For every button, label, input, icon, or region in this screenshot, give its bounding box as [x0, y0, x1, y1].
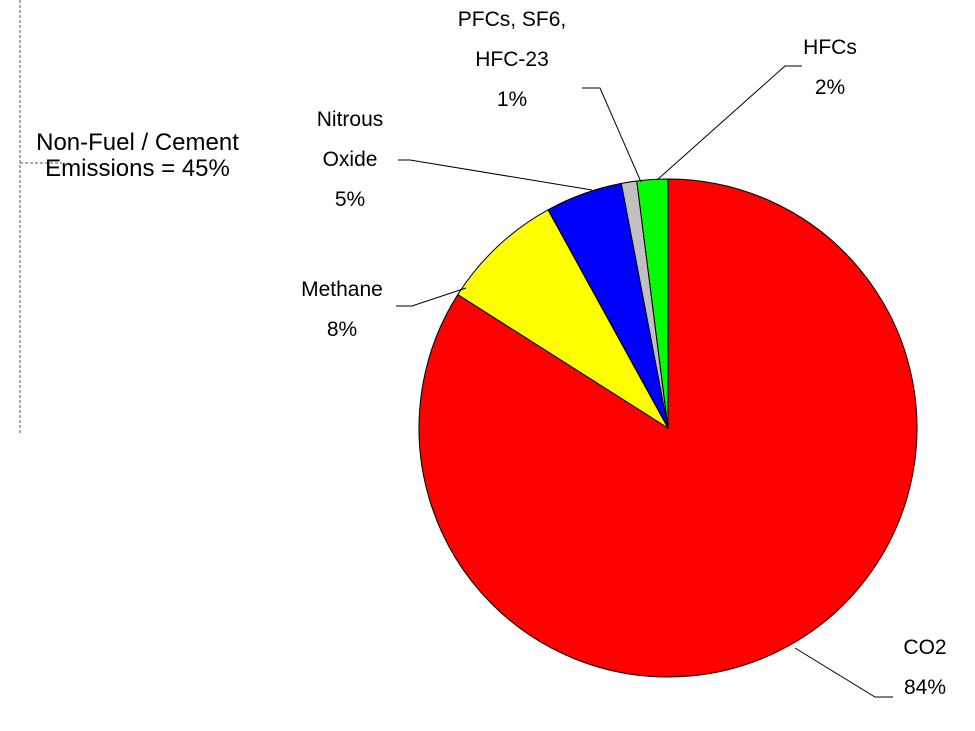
category-name: Methane: [301, 278, 383, 301]
category-name: Nitrous Oxide: [316, 108, 384, 171]
slice-label: PFCs, SF6, HFC-23 1%: [447, 0, 577, 120]
percent-label: 8%: [326, 318, 358, 341]
percent-label: 5%: [334, 188, 366, 211]
leader-line: [398, 159, 593, 191]
leader-line: [656, 65, 802, 181]
slice-label: Methane 8%: [282, 270, 402, 350]
percent-label: 2%: [814, 76, 846, 99]
slice-label: CO2 84%: [870, 628, 975, 708]
leader-line: [582, 87, 642, 183]
category-name: PFCs, SF6, HFC-23: [457, 8, 567, 71]
leader-line: [794, 647, 893, 698]
leader-line: [396, 287, 467, 307]
percent-label: 1%: [496, 88, 528, 111]
annotation: Non-Fuel / Cement Emissions = 45%: [36, 129, 239, 182]
pie-slice: [457, 209, 669, 429]
category-name: CO2: [903, 636, 947, 659]
slice-label: Nitrous Oxide 5%: [295, 100, 405, 220]
category-name: HFCs: [803, 36, 857, 59]
pie-slice: [636, 178, 669, 429]
percent-label: 84%: [903, 676, 947, 699]
slice-label: HFCs 2%: [775, 28, 885, 108]
